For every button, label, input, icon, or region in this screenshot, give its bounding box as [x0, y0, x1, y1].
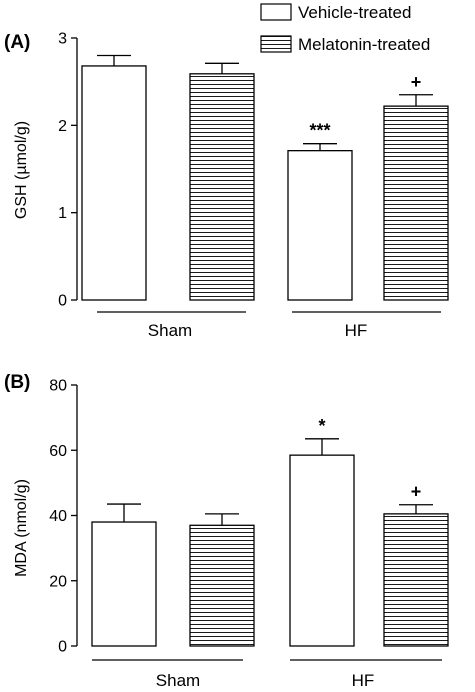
bar-a-sham-melatonin: [189, 73, 255, 301]
y-tick-label-b-4: 80: [49, 378, 67, 395]
bar-b-sham-vehicle: [91, 521, 157, 647]
significance-mark-b-hf-melatonin: +: [411, 482, 422, 502]
y-tick-label-b-2: 40: [49, 508, 67, 525]
panel-label-a: (A): [4, 32, 30, 53]
significance-mark-a-hf-vehicle: ***: [309, 121, 330, 141]
group-label-sham-a: Sham: [148, 321, 192, 340]
group-label-hf-a: HF: [345, 321, 368, 340]
panel-label-b: (B): [4, 372, 30, 393]
y-tick-label-a-2: 2: [58, 118, 67, 135]
bar-b-sham-melatonin: [189, 524, 255, 647]
y-tick-label-b-3: 60: [49, 443, 67, 460]
y-tick-label-a-0: 0: [58, 293, 67, 310]
legend: Vehicle-treated Melatonin-treated: [260, 3, 430, 54]
group-label-sham-b: Sham: [156, 671, 200, 690]
legend-swatch-melatonin: [260, 35, 292, 53]
bar-b-hf-melatonin: [383, 513, 449, 647]
legend-swatch-vehicle: [260, 3, 292, 21]
significance-mark-a-hf-melatonin: +: [411, 72, 422, 92]
y-axis-label-a: GSH (µmol/g): [13, 121, 30, 219]
bar-b-hf-vehicle: [289, 454, 355, 647]
bar-a-sham-vehicle: [81, 65, 147, 301]
chart-panel-a: (A) GSH (µmol/g) 0 1 2 3 *** + Sham HF: [4, 31, 449, 340]
y-tick-label-a-1: 1: [58, 205, 67, 222]
bar-a-hf-melatonin: [383, 105, 449, 301]
legend-label-vehicle: Vehicle-treated: [298, 3, 411, 22]
y-tick-label-a-3: 3: [58, 31, 67, 48]
chart-panel-b: (B) MDA (nmol/g) 0 20 40 60 80 * + Sham HF: [4, 372, 449, 690]
y-tick-label-b-1: 20: [49, 573, 67, 590]
bar-a-hf-vehicle: [287, 150, 353, 301]
y-axis-label-b: MDA (nmol/g): [13, 479, 30, 577]
significance-mark-b-hf-vehicle: *: [318, 416, 325, 436]
legend-label-melatonin: Melatonin-treated: [298, 35, 430, 54]
y-tick-label-b-0: 0: [58, 639, 67, 656]
group-label-hf-b: HF: [352, 671, 375, 690]
